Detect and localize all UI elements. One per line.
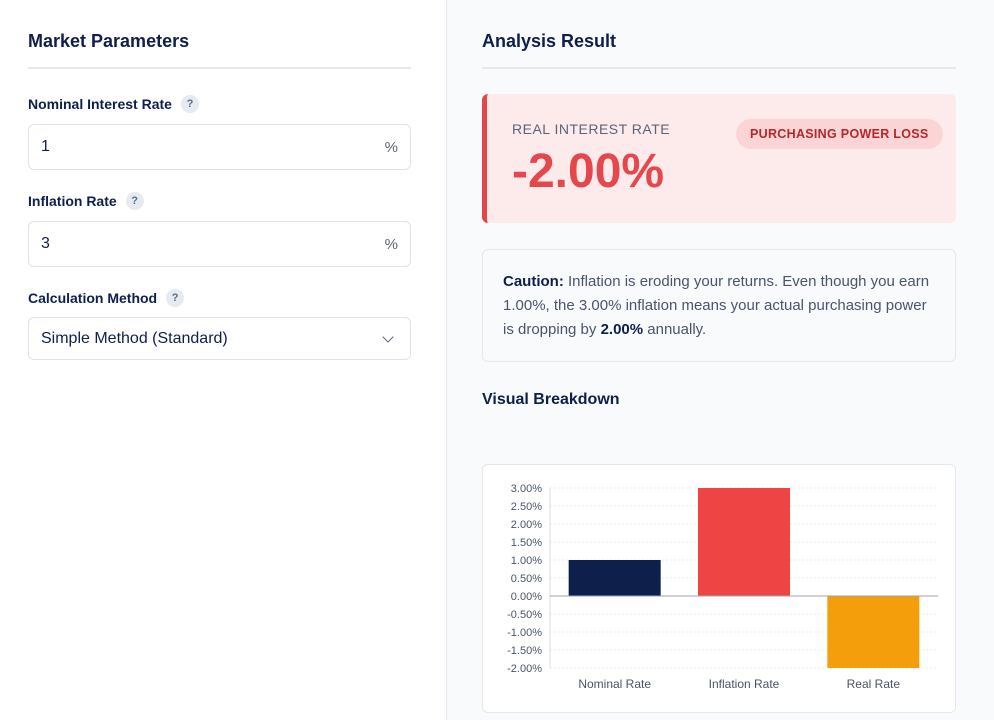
bar-nominal-rate	[568, 560, 661, 596]
chevron-down-icon	[382, 330, 394, 343]
y-tick-label: 3.00%	[511, 483, 542, 495]
y-tick-label: 2.50%	[511, 501, 542, 513]
y-tick-label: 2.00%	[511, 519, 542, 531]
caution-text: Inflation is eroding your returns. Even …	[503, 273, 930, 338]
real-rate-label: REAL INTEREST RATE	[512, 121, 671, 137]
caution-message: Caution: Inflation is eroding your retur…	[482, 249, 956, 362]
inflation-rate-input[interactable]	[41, 235, 385, 253]
bar-inflation-rate	[698, 488, 790, 596]
nominal-rate-label-text: Nominal Interest Rate	[28, 96, 172, 112]
calculation-method-select[interactable]: Simple Method (Standard)	[28, 317, 411, 360]
panel-divider	[446, 0, 447, 720]
market-parameters-title: Market Parameters	[28, 31, 190, 51]
y-tick-label: -1.50%	[507, 645, 542, 657]
y-tick-label: -0.50%	[507, 609, 542, 621]
inflation-rate-label: Inflation Rate ?	[28, 192, 144, 210]
inflation-rate-label-text: Inflation Rate	[28, 193, 117, 209]
help-icon[interactable]: ?	[166, 289, 185, 307]
purchasing-power-badge: PURCHASING POWER LOSS	[736, 119, 943, 149]
y-tick-label: 1.50%	[511, 537, 542, 549]
breakdown-chart-card: 3.00% 2.50% 2.00% 1.50% 1.00% 0.50% 0.00% -0.50…	[482, 464, 956, 713]
caution-text-end: annually.	[643, 321, 707, 338]
percent-unit: %	[384, 138, 398, 156]
x-tick-label: Nominal Rate	[578, 677, 651, 691]
real-rate-card: REAL INTEREST RATE -2.00% PURCHASING POW…	[482, 94, 956, 223]
y-tick-label: 0.00%	[511, 591, 542, 603]
nominal-rate-field[interactable]: %	[28, 124, 411, 170]
y-tick-label: 0.50%	[511, 573, 542, 585]
x-tick-label: Inflation Rate	[709, 677, 780, 691]
nominal-rate-input[interactable]	[41, 138, 385, 156]
breakdown-chart: 3.00% 2.50% 2.00% 1.50% 1.00% 0.50% 0.00% -0.50…	[507, 483, 938, 691]
caution-lead: Caution:	[503, 273, 564, 290]
real-rate-value: -2.00%	[512, 145, 665, 198]
title-divider	[482, 67, 956, 69]
y-tick-label: -2.00%	[507, 663, 542, 675]
y-tick-label: -1.00%	[507, 627, 542, 639]
bar-real-rate	[827, 596, 920, 668]
caution-emphasis: 2.00%	[600, 321, 644, 338]
help-icon[interactable]: ?	[180, 95, 199, 113]
calculation-method-label-text: Calculation Method	[28, 290, 158, 306]
percent-unit: %	[384, 235, 398, 253]
inflation-rate-field[interactable]: %	[28, 221, 411, 267]
calculation-method-selected: Simple Method (Standard)	[41, 329, 228, 347]
calculation-method-label: Calculation Method ?	[28, 289, 185, 307]
title-divider	[28, 67, 411, 69]
help-icon[interactable]: ?	[125, 192, 144, 210]
x-tick-label: Real Rate	[847, 677, 901, 691]
analysis-result-title: Analysis Result	[482, 31, 617, 51]
market-parameters-panel: Market Parameters Nominal Interest Rate …	[0, 0, 446, 720]
y-tick-label: 1.00%	[511, 555, 542, 567]
visual-breakdown-title: Visual Breakdown	[482, 391, 620, 408]
nominal-rate-label: Nominal Interest Rate ?	[28, 95, 199, 113]
